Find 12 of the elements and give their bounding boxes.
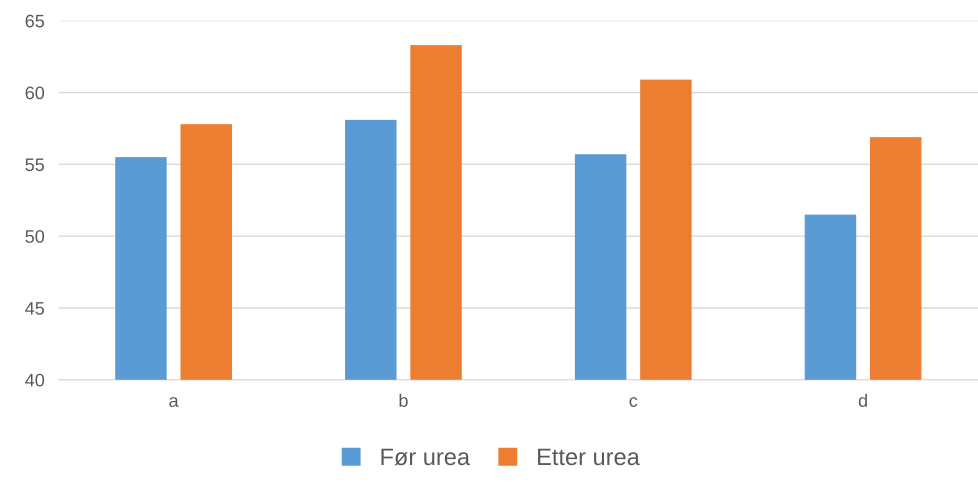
y-tick-label: 45 — [25, 302, 44, 315]
y-tick-label: 50 — [25, 230, 44, 243]
x-tick-label: c — [630, 397, 638, 407]
x-tick-label: b — [400, 394, 408, 407]
y-tick-label: 40 — [25, 374, 44, 387]
y-tick-label: 60 — [26, 86, 44, 100]
y-tick-label: 55 — [25, 158, 44, 172]
x-tick-label: a — [169, 397, 179, 407]
legend-label: Før urea — [381, 448, 470, 466]
y-tick-label: 65 — [26, 14, 44, 28]
x-tick-label: d — [858, 394, 867, 407]
legend-label: Etter urea — [538, 448, 640, 466]
